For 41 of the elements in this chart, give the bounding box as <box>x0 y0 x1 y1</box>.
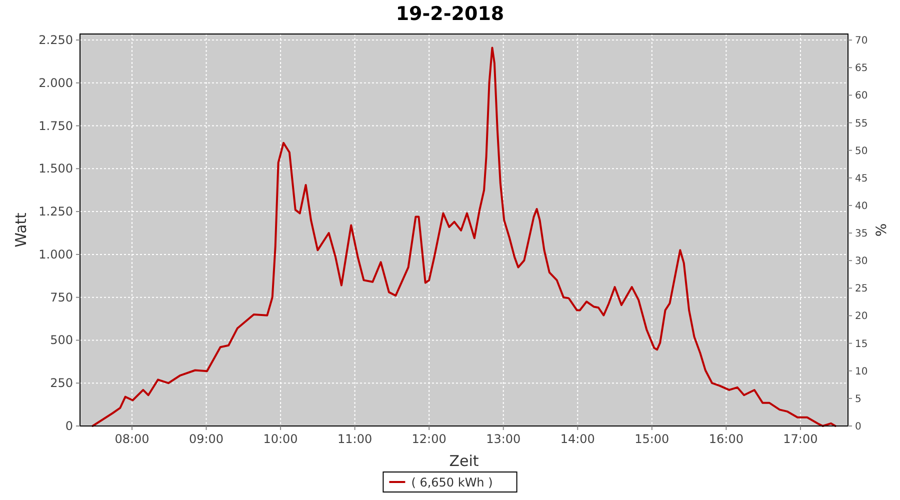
y2-tick-label: 15 <box>855 338 868 350</box>
x-axis-title: Zeit <box>449 452 479 470</box>
y2-tick-label: 30 <box>855 256 868 268</box>
y2-tick-label: 65 <box>855 63 868 74</box>
x-tick-label: 14:00 <box>560 432 595 446</box>
x-tick-label: 08:00 <box>114 432 150 446</box>
y-tick-label: 1.250 <box>38 204 73 219</box>
y-tick-label: 1.750 <box>38 118 73 133</box>
y-tick-label: 500 <box>50 333 73 348</box>
x-tick-label: 16:00 <box>708 432 744 446</box>
y2-tick-label: 60 <box>855 90 868 102</box>
y2-tick-label: 55 <box>855 118 868 130</box>
y-tick-label: 1.000 <box>38 247 73 262</box>
y2-tick-label: 0 <box>855 422 862 432</box>
y2-tick-label: 5 <box>855 394 862 405</box>
y2-tick-label: 35 <box>855 228 868 240</box>
y2-tick-label: 10 <box>855 366 868 378</box>
x-tick-label: 10:00 <box>263 432 298 446</box>
x-tick-label: 12:00 <box>412 432 446 446</box>
y-tick-label: 0 <box>65 419 73 433</box>
x-tick-label: 17:00 <box>783 432 818 446</box>
y2-tick-label: 70 <box>855 36 868 47</box>
y-tick-label: 750 <box>50 290 73 304</box>
chart-title: 19-2-2018 <box>396 3 504 25</box>
y2-axis-title: % <box>874 223 890 237</box>
line-series <box>92 46 836 427</box>
y2-tick-label: 45 <box>855 173 868 184</box>
y2-tick-label: 50 <box>855 146 868 157</box>
y-axis-title: Watt <box>12 212 30 248</box>
y2-tick-label: 40 <box>855 200 868 212</box>
legend-label: ( 6,650 kWh ) <box>411 476 493 490</box>
y-tick-label: 2.250 <box>38 33 73 48</box>
y-tick-label: 250 <box>50 376 73 390</box>
x-tick-label: 13:00 <box>486 432 521 446</box>
x-tick-label: 15:00 <box>634 432 670 446</box>
x-tick-label: 11:00 <box>338 432 372 446</box>
y-tick-label: 2.000 <box>38 76 73 90</box>
x-tick-label: 09:00 <box>188 432 224 446</box>
y2-tick-label: 20 <box>855 311 868 322</box>
y2-tick-label: 25 <box>855 284 868 295</box>
y-tick-label: 1.500 <box>38 162 73 176</box>
